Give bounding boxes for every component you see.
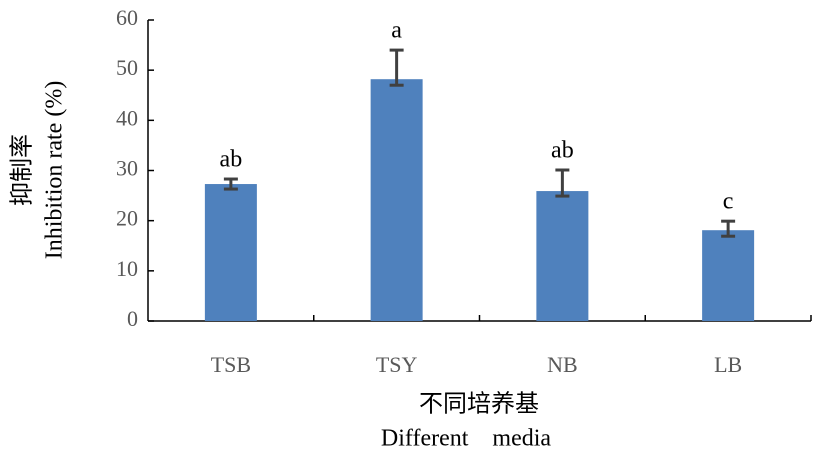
y-axis-label-cn: 抑制率 — [9, 134, 36, 206]
y-axis-label: Inhibition rate (%) — [42, 81, 68, 260]
x-tick-label: TSB — [211, 352, 251, 377]
bar — [702, 230, 755, 321]
y-tick-label: 60 — [116, 5, 138, 30]
data-label: a — [391, 18, 402, 44]
y-tick-label: 0 — [127, 306, 138, 331]
bar — [536, 191, 589, 321]
x-tick-label: TSY — [376, 352, 418, 377]
data-label: ab — [551, 137, 574, 163]
y-tick-label: 10 — [116, 256, 138, 281]
y-tick-label: 20 — [116, 206, 138, 231]
x-tick-label: LB — [714, 352, 742, 377]
y-tick-label: 30 — [116, 156, 138, 181]
x-axis-label: Different media — [381, 426, 552, 452]
y-tick-label: 50 — [116, 55, 138, 80]
bar — [370, 79, 423, 322]
bar — [204, 184, 257, 321]
x-axis-label-cn: 不同培养基 — [419, 391, 539, 418]
data-label: c — [723, 189, 734, 215]
data-label: ab — [220, 147, 243, 173]
y-tick-label: 40 — [116, 105, 138, 130]
x-tick-label: NB — [547, 352, 578, 377]
